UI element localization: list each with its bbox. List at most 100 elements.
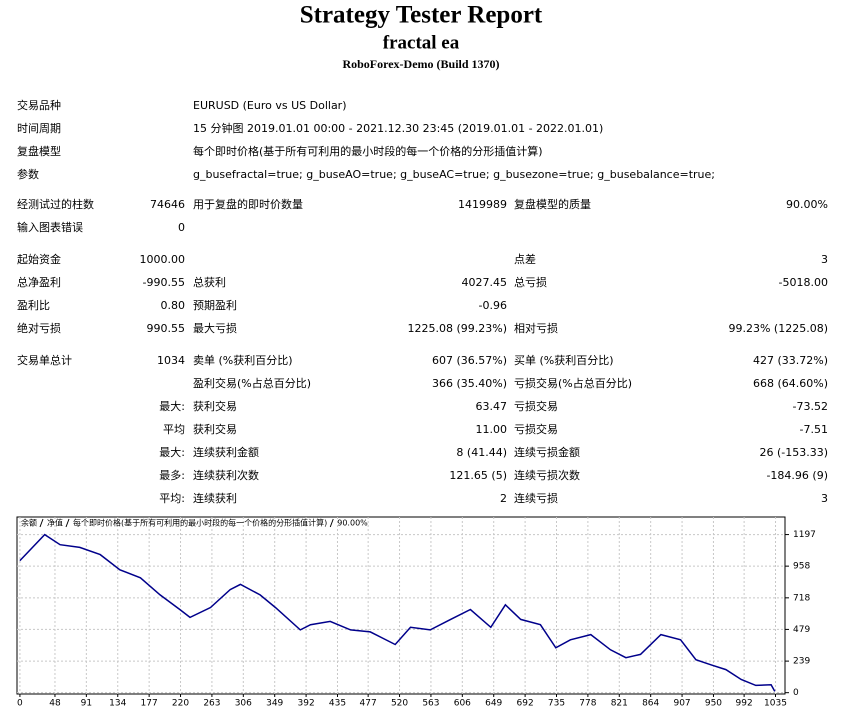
- table-value: 366 (35.40%): [432, 377, 507, 390]
- table-value: 26 (-153.33): [759, 446, 828, 459]
- table-label: 输入图表错误: [17, 220, 83, 234]
- table-value: -5018.00: [779, 276, 828, 289]
- table-label: 连续获利次数: [193, 468, 259, 482]
- table-value: 最大:: [159, 399, 185, 413]
- table-label: 连续亏损金额: [514, 445, 580, 459]
- table-value: 平均:: [159, 492, 185, 505]
- table-label: 连续亏损次数: [514, 468, 580, 482]
- table-label: 用于复盘的即时价数量: [193, 197, 303, 211]
- x-tick-label: 349: [266, 699, 283, 709]
- x-tick-label: 48: [49, 699, 61, 709]
- x-tick-label: 91: [81, 699, 92, 709]
- build: RoboForex-Demo (Build 1370): [342, 57, 499, 71]
- table-label: 卖单 (%获利百分比): [193, 354, 293, 367]
- balance-line: [19, 533, 776, 692]
- table-label: 最大亏损: [193, 321, 237, 335]
- table-value: 427 (33.72%): [753, 354, 828, 367]
- x-tick-label: 864: [642, 699, 659, 709]
- x-tick-label: 692: [517, 699, 534, 709]
- table-value: -990.55: [143, 276, 185, 289]
- table-value: -7.51: [800, 423, 828, 436]
- x-tick-label: 306: [235, 699, 252, 709]
- table-value: 0: [178, 221, 185, 234]
- x-tick-label: 563: [422, 699, 439, 709]
- x-tick-label: 606: [454, 699, 471, 709]
- x-tick-label: 477: [360, 699, 377, 709]
- table-label: 相对亏损: [514, 321, 558, 335]
- y-tick-label: 718: [793, 593, 810, 603]
- report-title: Strategy Tester Report: [300, 2, 543, 29]
- table-label: 点差: [514, 252, 536, 266]
- table-value: 3: [821, 253, 828, 266]
- x-tick-label: 263: [203, 699, 220, 709]
- table-value: 11.00: [476, 423, 508, 436]
- legend-item: 每个即时价格(基于所有可利用的最小时段的每一个价格的分形插值计算): [73, 518, 327, 528]
- table-value: 4027.45: [462, 276, 508, 289]
- y-tick-label: 1197: [793, 530, 816, 540]
- table-value: -0.96: [479, 299, 507, 312]
- table-value: 最大:: [159, 445, 185, 459]
- table-label: 连续获利: [193, 491, 237, 505]
- table-label: 总亏损: [514, 275, 547, 289]
- table-value: 平均: [163, 423, 185, 436]
- info-value: 每个即时价格(基于所有可利用的最小时段的每一个价格的分形插值计算): [193, 144, 543, 158]
- table-value: 990.55: [147, 322, 186, 335]
- table-label: 绝对亏损: [17, 321, 61, 335]
- x-tick-label: 649: [485, 699, 502, 709]
- info-label: 参数: [17, 167, 39, 181]
- x-tick-label: 1035: [764, 699, 787, 709]
- table-value: 74646: [150, 198, 185, 211]
- table-value: 3: [821, 492, 828, 505]
- info-label: 交易品种: [17, 98, 61, 112]
- table-label: 亏损交易: [514, 422, 558, 436]
- info-value: 15 分钟图 2019.01.01 00:00 - 2021.12.30 23:…: [193, 121, 603, 135]
- table-label: 亏损交易(%占总百分比): [514, 376, 632, 390]
- table-label: 亏损交易: [514, 399, 558, 413]
- report-subtitle: fractal ea: [383, 32, 460, 53]
- table-label: 总获利: [193, 275, 226, 289]
- table-label: 盈利比: [17, 299, 50, 312]
- x-tick-label: 821: [611, 699, 628, 709]
- table-value: 668 (64.60%): [753, 377, 828, 390]
- info-label: 时间周期: [17, 122, 61, 135]
- table-value: 90.00%: [786, 198, 828, 211]
- table-value: -184.96 (9): [766, 469, 828, 482]
- legend-separator: [39, 518, 44, 528]
- plot-frame: [16, 516, 786, 695]
- table-value: 99.23% (1225.08): [728, 322, 828, 335]
- y-tick-label: 479: [793, 625, 810, 635]
- table-label: 预期盈利: [193, 299, 237, 312]
- x-tick-label: 392: [298, 699, 315, 709]
- y-tick-label: 239: [793, 657, 810, 667]
- legend-separator: [329, 518, 334, 528]
- table-value: 0.80: [161, 299, 186, 312]
- table-label: 连续亏损: [514, 491, 558, 505]
- table-value: 最多:: [159, 468, 185, 482]
- table-value: 1000.00: [140, 253, 186, 266]
- x-tick-label: 950: [705, 699, 722, 709]
- x-tick-label: 735: [548, 699, 565, 709]
- table-value: -73.52: [793, 400, 828, 413]
- x-tick-label: 177: [141, 699, 158, 709]
- table-label: 盈利交易(%占总百分比): [193, 376, 311, 390]
- info-value: g_busefractal=true; g_buseAO=true; g_bus…: [193, 168, 715, 181]
- x-tick-label: 520: [391, 699, 408, 709]
- table-value: 8 (41.44): [456, 446, 507, 459]
- x-tick-label: 134: [109, 699, 126, 709]
- x-tick-label: 992: [736, 699, 753, 709]
- table-value: 1225.08 (99.23%): [407, 322, 507, 335]
- x-tick-label: 778: [579, 699, 596, 709]
- table-value: 63.47: [476, 400, 508, 413]
- table-label: 经测试过的柱数: [17, 197, 94, 211]
- table-label: 复盘模型的质量: [514, 197, 591, 211]
- table-label: 获利交易: [193, 399, 237, 413]
- legend-separator: [65, 518, 70, 528]
- legend-item: 余额: [21, 518, 37, 528]
- y-tick-label: 0: [793, 688, 799, 698]
- table-value: 121.65 (5): [449, 469, 507, 482]
- x-tick-label: 435: [329, 699, 346, 709]
- x-tick-label: 907: [673, 699, 690, 709]
- table-value: 1034: [157, 354, 185, 367]
- table-label: 交易单总计: [17, 353, 72, 367]
- y-tick-label: 958: [793, 562, 810, 572]
